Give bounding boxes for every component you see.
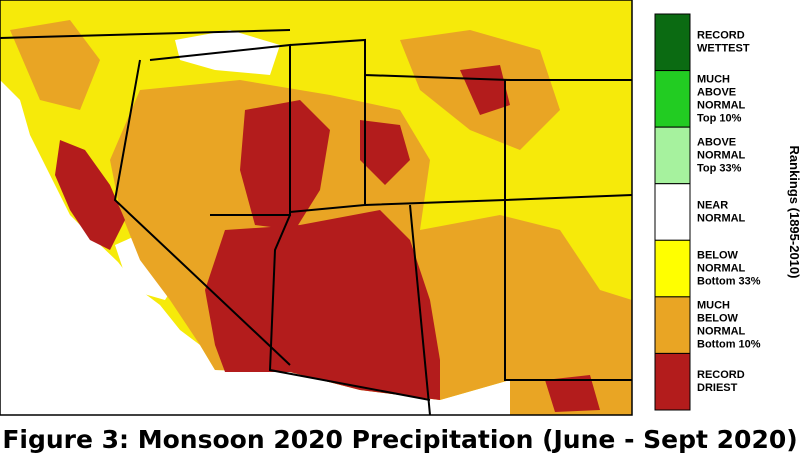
land-record-driest xyxy=(205,210,440,400)
legend-swatch xyxy=(654,70,691,128)
legend-label: RECORD xyxy=(697,369,745,381)
legend-swatch xyxy=(654,13,691,72)
legend-label: Top 33% xyxy=(697,162,742,174)
legend-label: RECORD xyxy=(697,30,745,42)
legend-label: Bottom 10% xyxy=(697,339,761,351)
legend-swatch xyxy=(654,296,691,354)
legend-swatch xyxy=(654,183,691,241)
land-much-below-normal xyxy=(10,20,100,110)
land-record-driest xyxy=(545,375,600,412)
land-record-driest xyxy=(460,65,510,115)
legend-title: Rankings (1895-2010) xyxy=(787,146,800,279)
legend-label: NORMAL xyxy=(697,262,746,274)
legend-swatch xyxy=(654,352,691,411)
legend-label: BELOW xyxy=(697,313,739,325)
legend-label: MUCH xyxy=(697,300,730,312)
land-record-driest xyxy=(55,140,125,250)
legend-label: NEAR xyxy=(697,199,728,211)
state-borders xyxy=(0,29,633,416)
legend-label: Top 10% xyxy=(697,112,742,124)
legend-label: WETTEST xyxy=(697,43,750,55)
legend-label: MUCH xyxy=(697,73,730,85)
legend-label: ABOVE xyxy=(697,136,736,148)
land-record-driest xyxy=(240,100,330,230)
caption: Figure 3: Monsoon 2020 Precipitation (Ju… xyxy=(2,425,797,454)
legend-label: NORMAL xyxy=(697,326,746,338)
legend-label: ABOVE xyxy=(697,86,736,98)
legend-swatch xyxy=(654,239,691,298)
land-record-driest xyxy=(360,120,410,185)
map-border xyxy=(0,0,633,416)
legend-label: Bottom 33% xyxy=(697,275,761,287)
legend-label: BELOW xyxy=(697,249,739,261)
map xyxy=(0,0,633,416)
legend-label: NORMAL xyxy=(697,99,746,111)
legend-label: NORMAL xyxy=(697,212,746,224)
legend-label: DRIEST xyxy=(697,382,738,394)
legend-swatch xyxy=(654,126,691,185)
legend-label: NORMAL xyxy=(697,149,746,161)
